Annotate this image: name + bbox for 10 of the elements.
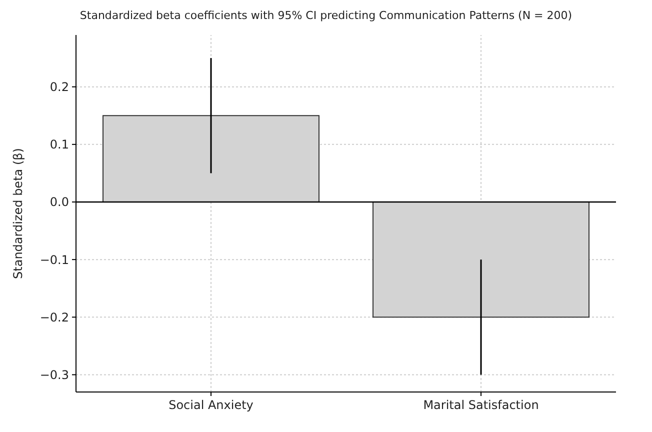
- y-tick-label: 0.0: [50, 195, 69, 210]
- y-tick-label: 0.2: [50, 80, 69, 94]
- x-tick-label: Social Anxiety: [168, 398, 254, 412]
- y-tick-label: −0.3: [40, 368, 69, 382]
- y-tick-label: 0.1: [50, 138, 69, 152]
- y-tick-label: −0.1: [40, 252, 69, 267]
- x-tick-label: Marital Satisfaction: [423, 398, 539, 412]
- chart-title: Standardized beta coefficients with 95% CI predicting Communication Patterns (N = 200): [80, 9, 572, 22]
- y-tick-label: −0.2: [40, 310, 69, 324]
- y-axis-title: Standardized beta (β): [11, 148, 25, 279]
